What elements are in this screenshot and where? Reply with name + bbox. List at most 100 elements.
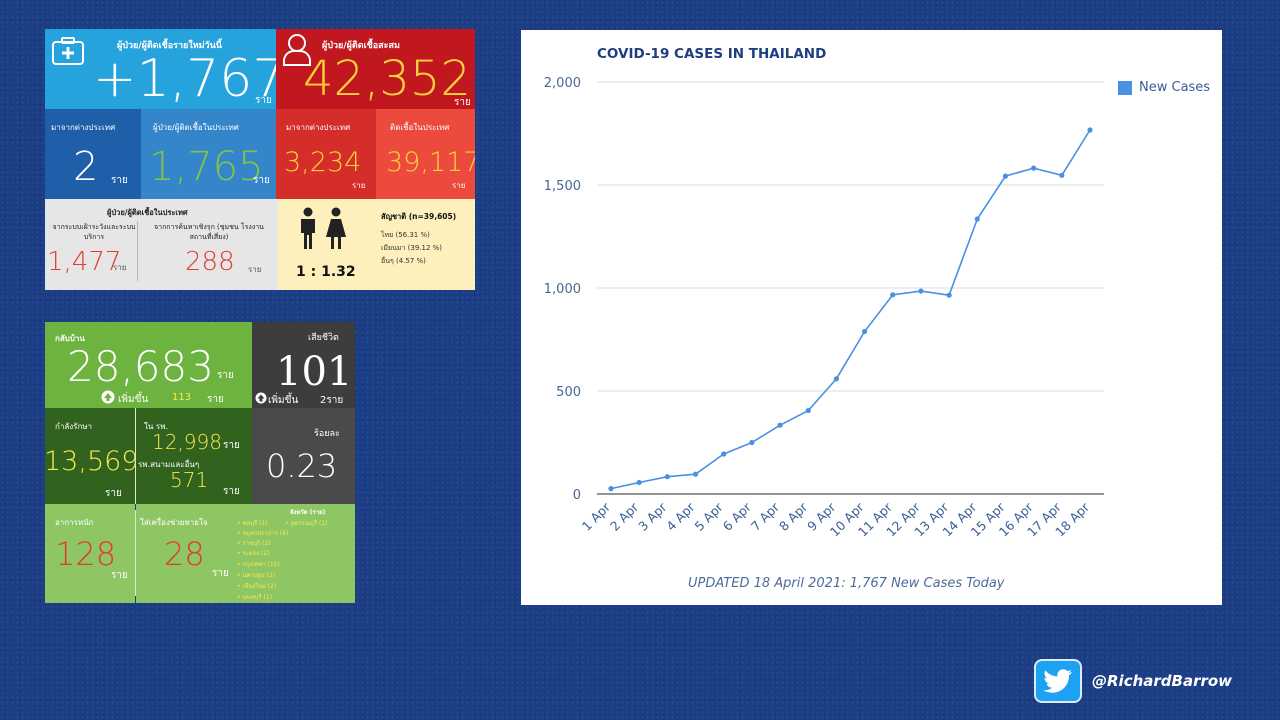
treating-divider — [135, 408, 136, 504]
legend-label: New Cases — [1139, 80, 1211, 95]
breakdown-divider — [137, 221, 138, 281]
local-new-label: ผู้ป่วย/ผู้ติดเชื้อในประเทศ — [153, 123, 239, 132]
abroad-new-cell: มาจากต่างประเทศ 2 ราย — [45, 109, 141, 199]
recovered-increase-label: เพิ่มขึ้น — [118, 394, 149, 405]
data-point — [918, 288, 924, 294]
chart-card: COVID-19 CASES IN THAILAND 0 500 1,000 1,50… — [521, 30, 1222, 605]
local-total-unit: ราย — [452, 181, 466, 190]
recovered-unit: ราย — [217, 370, 234, 381]
gender-ratio-cell: 1 : 1.32 — [278, 199, 372, 290]
province-name: ระยอง (2) — [242, 550, 270, 557]
data-point — [608, 486, 614, 492]
active-search-unit: ราย — [248, 265, 262, 274]
data-point — [636, 479, 642, 486]
recovered-label: กลับบ้าน — [55, 334, 85, 343]
cumulative-value: 42,352 — [303, 51, 471, 107]
province-item: • สมุทรปราการ (4) — [237, 530, 289, 537]
provinces-title: จังหวัด (ราย) — [290, 509, 326, 516]
province-name: เชียงใหม่ (2) — [242, 583, 277, 590]
severe-label: อาการหนัก — [55, 518, 94, 527]
severe-divider — [135, 510, 136, 596]
twitter-bird-icon — [1034, 659, 1082, 703]
hospital-cell: ใน รพ. 12,998 ราย รพ.สนามและอื่นๆ 571 รา… — [136, 408, 252, 504]
field-hospital-value: 571 — [170, 468, 209, 492]
provinces-cell: จังหวัด (ราย) • ชลบุรี (1) • สุพรรณบุรี … — [234, 504, 355, 603]
province-item: • ระยอง (2) — [237, 550, 270, 557]
data-point — [664, 474, 670, 480]
data-point — [833, 376, 840, 382]
nationality-item: อื่นๆ (4.57 %) — [381, 257, 426, 265]
system-surveillance-unit: ราย — [113, 263, 127, 272]
ventilator-value: 28 — [164, 535, 205, 573]
x-tick-label: 8 Apr — [776, 499, 811, 534]
province-name: สุพรรณบุรี (1) — [290, 520, 328, 527]
new-cases-cell: ผู้ป่วย/ผู้ติดเชื้อรายใหม่วันนี้ +1,767 … — [45, 29, 276, 109]
deaths-cell: เสียชีวิต 101 เพิ่มขึ้น 2ราย — [252, 322, 355, 408]
province-item: • นครปฐม (2) — [237, 572, 276, 579]
severe-unit: ราย — [111, 570, 128, 581]
field-hospital-unit: ราย — [223, 486, 240, 497]
y-tick-label: 0 — [573, 488, 581, 503]
y-tick-label: 1,000 — [544, 282, 581, 297]
severe-value: 128 — [55, 535, 117, 573]
active-search-label: จากการค้นหาเชิงรุก (ชุมชน โรงงาน สถานที่… — [154, 223, 264, 241]
data-point — [946, 292, 952, 298]
medical-kit-icon — [52, 37, 84, 65]
local-total-cell: ติดเชื้อในประเทศ 39,117 ราย — [376, 109, 475, 199]
system-surveillance-label: จากระบบเฝ้าระวังและระบบบริการ — [52, 223, 136, 241]
twitter-handle[interactable]: @RichardBarrow — [1034, 657, 1232, 705]
person-icon — [283, 34, 311, 66]
chart-title: COVID-19 CASES IN THAILAND — [597, 46, 827, 62]
field-hospital-label: รพ.สนามและอื่นๆ — [138, 460, 200, 469]
nationality-cell: สัญชาติ (n=39,605) ไทย (56.31 %) เมียนมา… — [372, 199, 475, 290]
in-hospital-unit: ราย — [223, 440, 240, 451]
province-name: นครปฐม (2) — [242, 572, 276, 579]
x-tick-label: 6 Apr — [720, 499, 755, 534]
local-new-unit: ราย — [253, 175, 270, 186]
province-item: • กรุงเทพฯ (15) — [237, 561, 280, 568]
province-name: กรุงเทพฯ (15) — [242, 561, 280, 568]
data-point — [1002, 173, 1009, 179]
x-tick-label: 1 Apr — [579, 499, 614, 534]
deaths-label: เสียชีวิต — [308, 333, 339, 343]
summary-panel-bottom: กลับบ้าน 28,683 ราย เพิ่มขึ้น 113 ราย เส… — [45, 322, 355, 603]
abroad-new-unit: ราย — [111, 175, 128, 186]
chart-legend: New Cases — [1118, 80, 1210, 95]
twitter-handle-text: @RichardBarrow — [1092, 672, 1233, 690]
data-point — [1031, 165, 1037, 171]
in-hospital-label: ใน รพ. — [144, 422, 169, 431]
abroad-new-label: มาจากต่างประเทศ — [51, 123, 116, 132]
treating-unit: ราย — [105, 488, 122, 499]
recovered-value: 28,683 — [67, 342, 214, 391]
data-point — [749, 439, 755, 446]
data-point — [805, 407, 811, 414]
deaths-value: 101 — [276, 349, 353, 395]
x-tick-label: 5 Apr — [691, 499, 726, 534]
y-tick-label: 2,000 — [544, 76, 581, 91]
recovered-increase-unit: ราย — [207, 394, 224, 405]
province-item: • นนทบุรี (1) — [237, 594, 273, 601]
cumulative-unit: ราย — [454, 97, 471, 108]
male-female-icon — [301, 207, 346, 249]
data-point — [1087, 127, 1093, 133]
treating-cell: กำลังรักษา 13,569 ราย — [45, 408, 135, 504]
abroad-total-value: 3,234 — [284, 147, 362, 178]
nationality-item: ไทย (56.31 %) — [381, 231, 430, 239]
treating-value: 13,569 — [45, 446, 135, 477]
abroad-total-unit: ราย — [352, 181, 366, 190]
new-cases-label: ผู้ป่วย/ผู้ติดเชื้อรายใหม่วันนี้ — [117, 41, 222, 51]
chart-footer: UPDATED 18 April 2021: 1,767 New Cases T… — [688, 576, 1005, 591]
data-point — [974, 216, 980, 222]
province-item: • ชลบุรี (1) — [237, 520, 268, 527]
death-rate-cell: ร้อยละ 0.23 — [252, 408, 355, 504]
recovered-cell: กลับบ้าน 28,683 ราย เพิ่มขึ้น 113 ราย — [45, 322, 252, 408]
province-name: นนทบุรี (1) — [242, 594, 273, 601]
y-tick-label: 500 — [556, 385, 581, 400]
x-tick-label: 3 Apr — [635, 499, 670, 534]
active-search-value: 288 — [185, 247, 235, 277]
death-rate-label: ร้อยละ — [314, 429, 340, 439]
province-name: ชลบุรี (1) — [242, 520, 268, 527]
local-breakdown-cell: ผู้ป่วย/ผู้ติดเชื้อในประเทศ จากระบบเฝ้าร… — [45, 199, 278, 290]
death-rate-value: 0.23 — [266, 447, 338, 485]
